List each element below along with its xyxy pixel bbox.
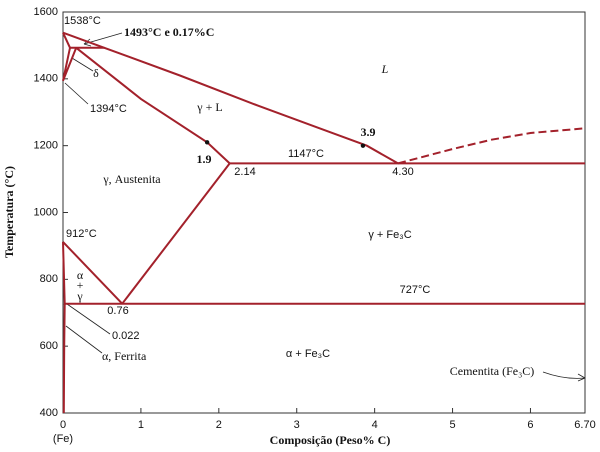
- annotation: α + Fe₃C: [286, 348, 330, 360]
- annotation: 1538°C: [64, 15, 101, 27]
- phase-line: [62, 241, 123, 305]
- y-tick-label: 600: [40, 340, 58, 352]
- x-tick-label: 1: [138, 419, 144, 431]
- annotation: +: [77, 278, 84, 292]
- phase-line: [62, 31, 399, 165]
- annotation: L: [381, 62, 389, 76]
- annotation: γ, Austenita: [102, 172, 161, 186]
- x-tick-label: 6: [527, 419, 533, 431]
- annotation: 2.14: [234, 166, 255, 178]
- annotation: γ + Fe₃C: [368, 229, 411, 241]
- annotation: 3.9: [361, 125, 376, 139]
- annotation: 912°C: [66, 228, 97, 240]
- phase-line: [62, 303, 66, 414]
- annotation: 0.022: [112, 330, 140, 342]
- x-tick-label: 0: [60, 419, 66, 431]
- leader: [65, 325, 103, 354]
- y-axis-label: Temperatura (°C): [2, 166, 16, 258]
- y-tick-label: 1200: [34, 140, 58, 152]
- y-tick-label: 400: [40, 407, 58, 419]
- annotation: α: [77, 268, 84, 282]
- annotation: 0.76: [107, 305, 128, 317]
- x-tick-label: 3: [294, 419, 300, 431]
- annotation: δ: [93, 66, 99, 80]
- point: [204, 140, 210, 145]
- x-tick-label: 4: [372, 419, 378, 431]
- x-tick-label: 2: [216, 419, 222, 431]
- annotation: 1.9: [197, 152, 212, 166]
- phase-line: [121, 162, 231, 305]
- leader: [64, 82, 89, 105]
- leader: [66, 303, 111, 335]
- annotation: Cementita (Fe₃C): [450, 364, 535, 378]
- annotation: γ + L: [196, 100, 222, 114]
- annotation: 4.30: [392, 166, 413, 178]
- y-tick-label: 1000: [34, 206, 58, 218]
- leader: [542, 371, 586, 379]
- annotation: γ: [76, 289, 83, 303]
- leader: [71, 57, 94, 72]
- phase-line: [75, 47, 231, 165]
- leaders: [64, 32, 586, 382]
- annotation: 1147°C: [288, 148, 324, 160]
- x-tick-label: 5: [449, 419, 455, 431]
- y-tick-label: 800: [40, 273, 58, 285]
- x-tick-label: 6.70: [574, 419, 595, 431]
- x-origin-label: (Fe): [53, 433, 73, 445]
- annotation: α, Ferrita: [102, 349, 147, 363]
- annotation: 1493°C e 0.17%C: [124, 25, 214, 39]
- y-tick-label: 1400: [34, 73, 58, 85]
- phase-line: [397, 127, 586, 165]
- x-axis-label: Composição (Peso% C): [270, 433, 391, 447]
- y-tick-label: 1600: [34, 6, 58, 18]
- phase-line: [62, 32, 78, 82]
- annotation: 1394°C: [90, 103, 127, 115]
- arrow-head: [577, 373, 586, 382]
- annotation: 727°C: [400, 284, 431, 296]
- point: [360, 143, 366, 148]
- phase-line: [62, 241, 585, 305]
